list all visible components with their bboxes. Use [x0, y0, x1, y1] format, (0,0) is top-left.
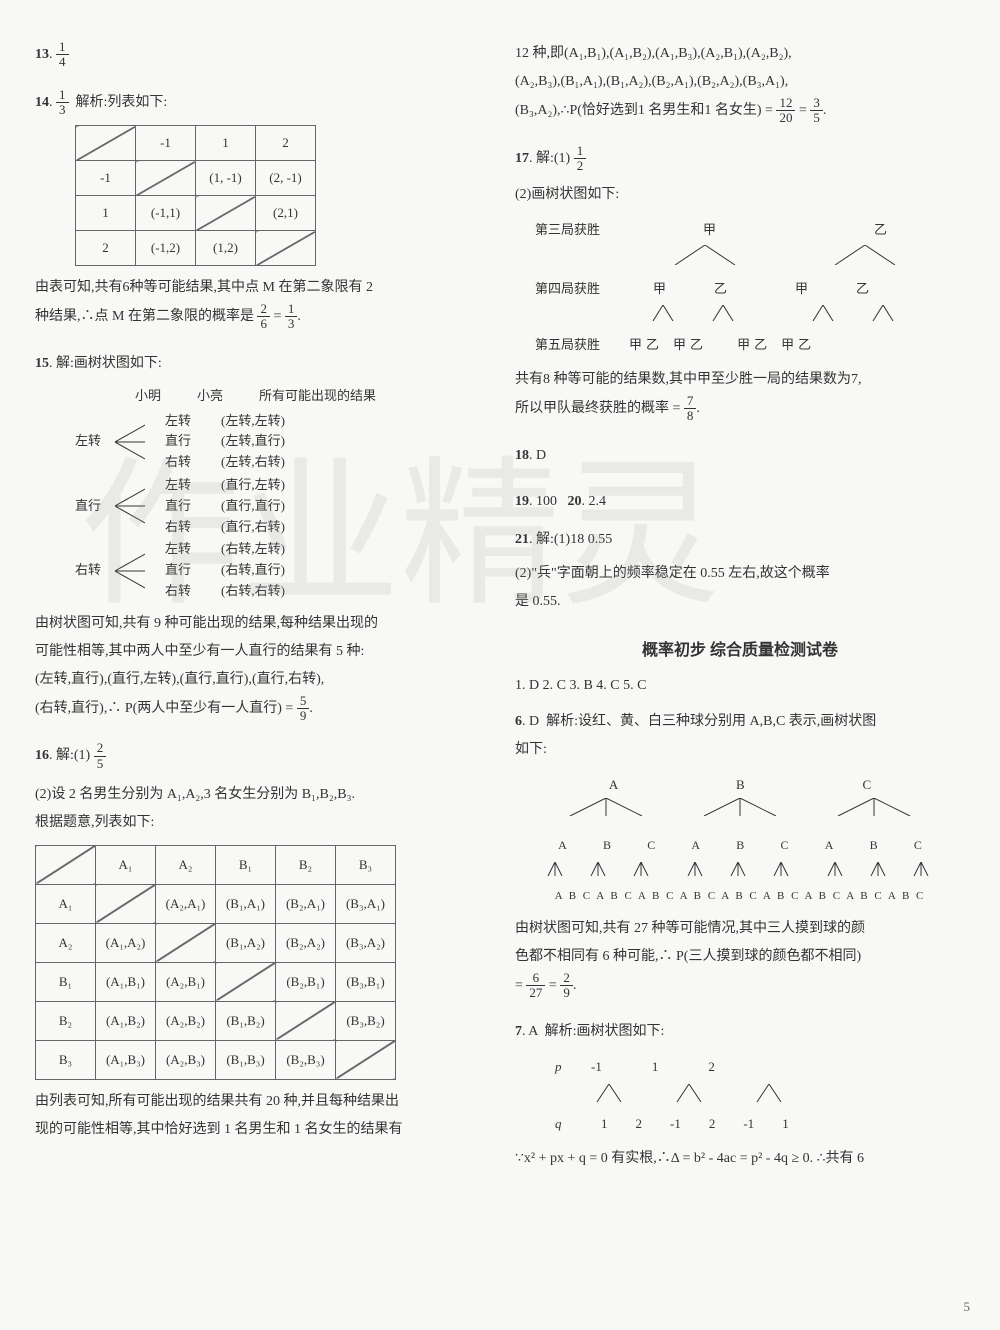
q14-text1: 由表可知,共有6种等可能结果,其中点 M 在第二象限有 2: [35, 274, 485, 302]
tree-branches-icon: [591, 1084, 851, 1102]
q17-tree: 第三局获胜 甲 乙 第四局获胜 甲 乙 甲 乙: [535, 217, 965, 358]
tree-branches-icon: [645, 305, 965, 321]
q19-20: 19. 100 20. 2.4: [515, 488, 965, 516]
q16-textb1: 由列表可知,所有可能出现的结果共有 20 种,并且每种结果出: [35, 1088, 485, 1116]
tree-branches-icon: [655, 245, 935, 265]
q17: 17. 解:(1) 12 (2)画树状图如下: 第三局获胜 甲 乙 第四局获胜 …: [515, 144, 965, 424]
q18: 18. D: [515, 442, 965, 470]
q13-num: 13: [35, 47, 49, 62]
tree-branches-icon: [530, 862, 950, 876]
branch-lines-icon: [115, 546, 145, 596]
q15-text4: (右转,直行),∴ P(两人中至少有一人直行) = 59.: [35, 694, 485, 724]
q16-part2b: 根据题意,列表如下:: [35, 809, 485, 837]
q16: 16. 解:(1) 25 (2)设 2 名男生分别为 A₁,A₂,3 名女生分别…: [35, 741, 485, 1144]
q14-explain: 解析:列表如下:: [76, 95, 168, 110]
q14-text2: 种结果,∴点 M 在第二象限的概率是 26 = 13.: [35, 302, 485, 332]
q15: 15. 解:画树状图如下: 小明 小亮 所有可能出现的结果 左转 左转(左转,左…: [35, 350, 485, 724]
short-answers: 1. D 2. C 3. B 4. C 5. C: [515, 672, 965, 700]
q14-frac: 13: [56, 88, 69, 118]
q15-tree: 小明 小亮 所有可能出现的结果 左转 左转(左转,左转) 直行(左转,直行) 右…: [75, 386, 485, 602]
q6-tree: A B C ABC ABC ABC: [515, 772, 965, 907]
q15-text1: 由树状图可知,共有 9 种可能出现的结果,每种结果出现的: [35, 610, 485, 638]
q7-tree: p -1 1 2 q 1 2 -: [555, 1054, 965, 1137]
tree-branches-icon: [540, 798, 940, 816]
branch-lines-icon: [115, 481, 145, 531]
q15-text2: 可能性相等,其中两人中至少有一人直行的结果有 5 种:: [35, 638, 485, 666]
q14-num: 14: [35, 95, 49, 110]
q15-text3: (左转,直行),(直行,左转),(直行,直行),(直行,右转),: [35, 666, 485, 694]
q15-label: 解:画树状图如下:: [56, 356, 162, 371]
q16-cont: 12 种,即(A₁,B₁),(A₁,B₂),(A₁,B₃),(A₂,B₁),(A…: [515, 40, 965, 126]
q15-num: 15: [35, 356, 49, 371]
table-header-diag: [76, 126, 136, 161]
q16-num: 16: [35, 748, 49, 763]
q21: 21. 解:(1)18 0.55 (2)"兵"字面朝上的频率稳定在 0.55 左…: [515, 526, 965, 616]
q16-textb2: 现的可能性相等,其中恰好选到 1 名男生和 1 名女生的结果有: [35, 1116, 485, 1144]
section-title: 概率初步 综合质量检测试卷: [515, 636, 965, 660]
q7: 7. A 解析:画树状图如下: p -1 1 2 q: [515, 1018, 965, 1173]
q14-table: -1 1 2 -1 (1, -1) (2, -1) 1 (-1,1) (2,1): [75, 125, 316, 266]
page-number: 5: [964, 1299, 971, 1315]
branch-lines-icon: [115, 417, 145, 467]
q14: 14. 13 解析:列表如下: -1 1 2 -1 (1, -1) (2, -1…: [35, 88, 485, 332]
q6: 6. D 解析:设红、黄、白三种球分别用 A,B,C 表示,画树状图 如下: A…: [515, 708, 965, 1001]
q16-part2: (2)设 2 名男生分别为 A₁,A₂,3 名女生分别为 B₁,B₂,B₃.: [35, 781, 485, 809]
q13: 13. 14: [35, 40, 485, 70]
q13-frac: 14: [56, 40, 69, 70]
q16-table: A₁ A₂ B₁ B₂ B₃ A₁(A₂,A₁)(B₁,A₁)(B₂,A₁)(B…: [35, 845, 396, 1080]
